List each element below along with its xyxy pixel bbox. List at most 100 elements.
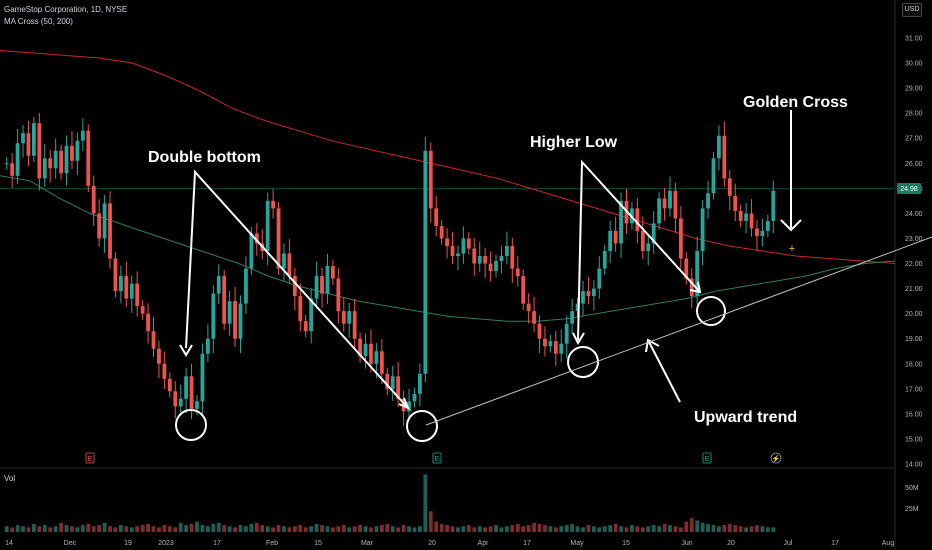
price-tick: 23.00: [905, 236, 923, 243]
candle-body: [744, 213, 749, 221]
volume-bar: [738, 526, 743, 532]
price-tick: 19.00: [905, 336, 923, 343]
volume-bar: [477, 526, 482, 532]
volume-bar: [673, 526, 678, 532]
volume-bar: [21, 526, 25, 532]
volume-bar: [265, 526, 270, 532]
candlesticks: [4, 112, 776, 426]
candle-body: [211, 293, 216, 339]
candle-body: [341, 311, 346, 324]
chart-legend: GameStop Corporation, 1D, NYSE MA Cross …: [4, 4, 127, 28]
event-marker[interactable]: E: [432, 452, 442, 464]
candle-body: [140, 306, 145, 314]
candle-body: [173, 391, 178, 407]
price-tick: 22.00: [905, 261, 923, 268]
candle-body: [591, 288, 596, 297]
time-tick: 2023: [158, 540, 174, 547]
candle-body: [26, 133, 31, 156]
moving-averages: [0, 50, 896, 322]
svg-text:⚡: ⚡: [772, 454, 781, 463]
volume-bar: [200, 525, 205, 532]
volume-bar: [678, 527, 683, 532]
volume-bar: [227, 526, 232, 532]
volume-bar: [341, 525, 346, 532]
volume-bar: [42, 525, 47, 532]
candle-body: [233, 301, 237, 339]
candle-body: [102, 203, 107, 239]
currency-button[interactable]: USD: [902, 3, 922, 17]
symbol-title[interactable]: GameStop Corporation, 1D, NYSE: [4, 5, 128, 14]
price-tick: 31.00: [905, 36, 923, 43]
volume-bar: [608, 525, 613, 532]
candle-body: [417, 373, 422, 394]
time-tick: May: [570, 540, 584, 547]
volume-bar: [717, 526, 721, 532]
event-marker[interactable]: E: [85, 452, 95, 464]
volume-bar: [423, 474, 428, 532]
volume-bar: [271, 527, 276, 532]
volume-bar: [260, 525, 265, 532]
event-marker[interactable]: E: [702, 452, 712, 464]
candle-body: [526, 303, 531, 312]
candle-body: [325, 266, 330, 294]
volume-bar: [129, 527, 134, 532]
candle-body: [59, 150, 63, 174]
svg-text:E: E: [705, 456, 710, 463]
volume-bar: [363, 526, 368, 532]
candle-body: [287, 253, 292, 277]
candle-body: [602, 251, 607, 269]
volume-bar: [309, 526, 314, 532]
volume-bar: [445, 525, 449, 532]
candle-body: [358, 338, 363, 357]
candle-body: [575, 303, 580, 312]
volume-bar: [504, 526, 509, 532]
volume-bar: [336, 526, 341, 532]
last-price-badge: [897, 183, 921, 194]
price-tick: 21.00: [905, 286, 923, 293]
candle-body: [80, 130, 85, 141]
time-tick: Mar: [361, 540, 374, 547]
volume-bar: [151, 526, 156, 532]
indicator-label[interactable]: MA Cross (50, 200): [4, 17, 73, 26]
volume-bar: [494, 525, 498, 532]
higher-low-label: Higher Low: [530, 134, 618, 151]
volume-bar: [434, 521, 439, 532]
volume-bar: [358, 525, 363, 532]
volume-bar: [559, 526, 564, 532]
volume-bar: [510, 525, 515, 532]
volume-bar: [118, 525, 123, 532]
volume-bar: [108, 526, 112, 532]
volume-bar: [70, 526, 74, 532]
volume-bar: [722, 525, 727, 532]
candle-body: [249, 233, 254, 269]
candle-body: [477, 256, 482, 264]
volume-bar: [401, 525, 406, 532]
volume-bar: [581, 527, 585, 532]
volume-bar: [733, 525, 738, 532]
candle-body: [97, 213, 102, 239]
candle-body: [10, 163, 15, 176]
candle-body: [42, 158, 47, 179]
candle-body: [472, 248, 477, 264]
candle-body: [581, 291, 585, 304]
volume-bar: [320, 525, 324, 532]
price-tick: 30.00: [905, 61, 923, 68]
volume-bar: [238, 525, 243, 532]
candle-body: [428, 150, 433, 209]
candle-body: [369, 343, 373, 364]
volume-bar: [472, 527, 477, 532]
double-bottom-circle-1: [175, 409, 207, 441]
time-tick: 14: [5, 540, 13, 547]
volume-bar: [102, 522, 107, 532]
volume-bar: [211, 523, 216, 532]
volume-bar: [390, 526, 395, 532]
candle-body: [48, 158, 53, 169]
candle-body: [439, 225, 444, 239]
candle-body: [749, 213, 754, 229]
volume-bar: [439, 523, 444, 532]
event-marker[interactable]: ⚡: [770, 452, 782, 464]
candle-body: [129, 283, 134, 299]
arrow-head-4: [689, 281, 702, 294]
candle-body: [314, 276, 319, 299]
